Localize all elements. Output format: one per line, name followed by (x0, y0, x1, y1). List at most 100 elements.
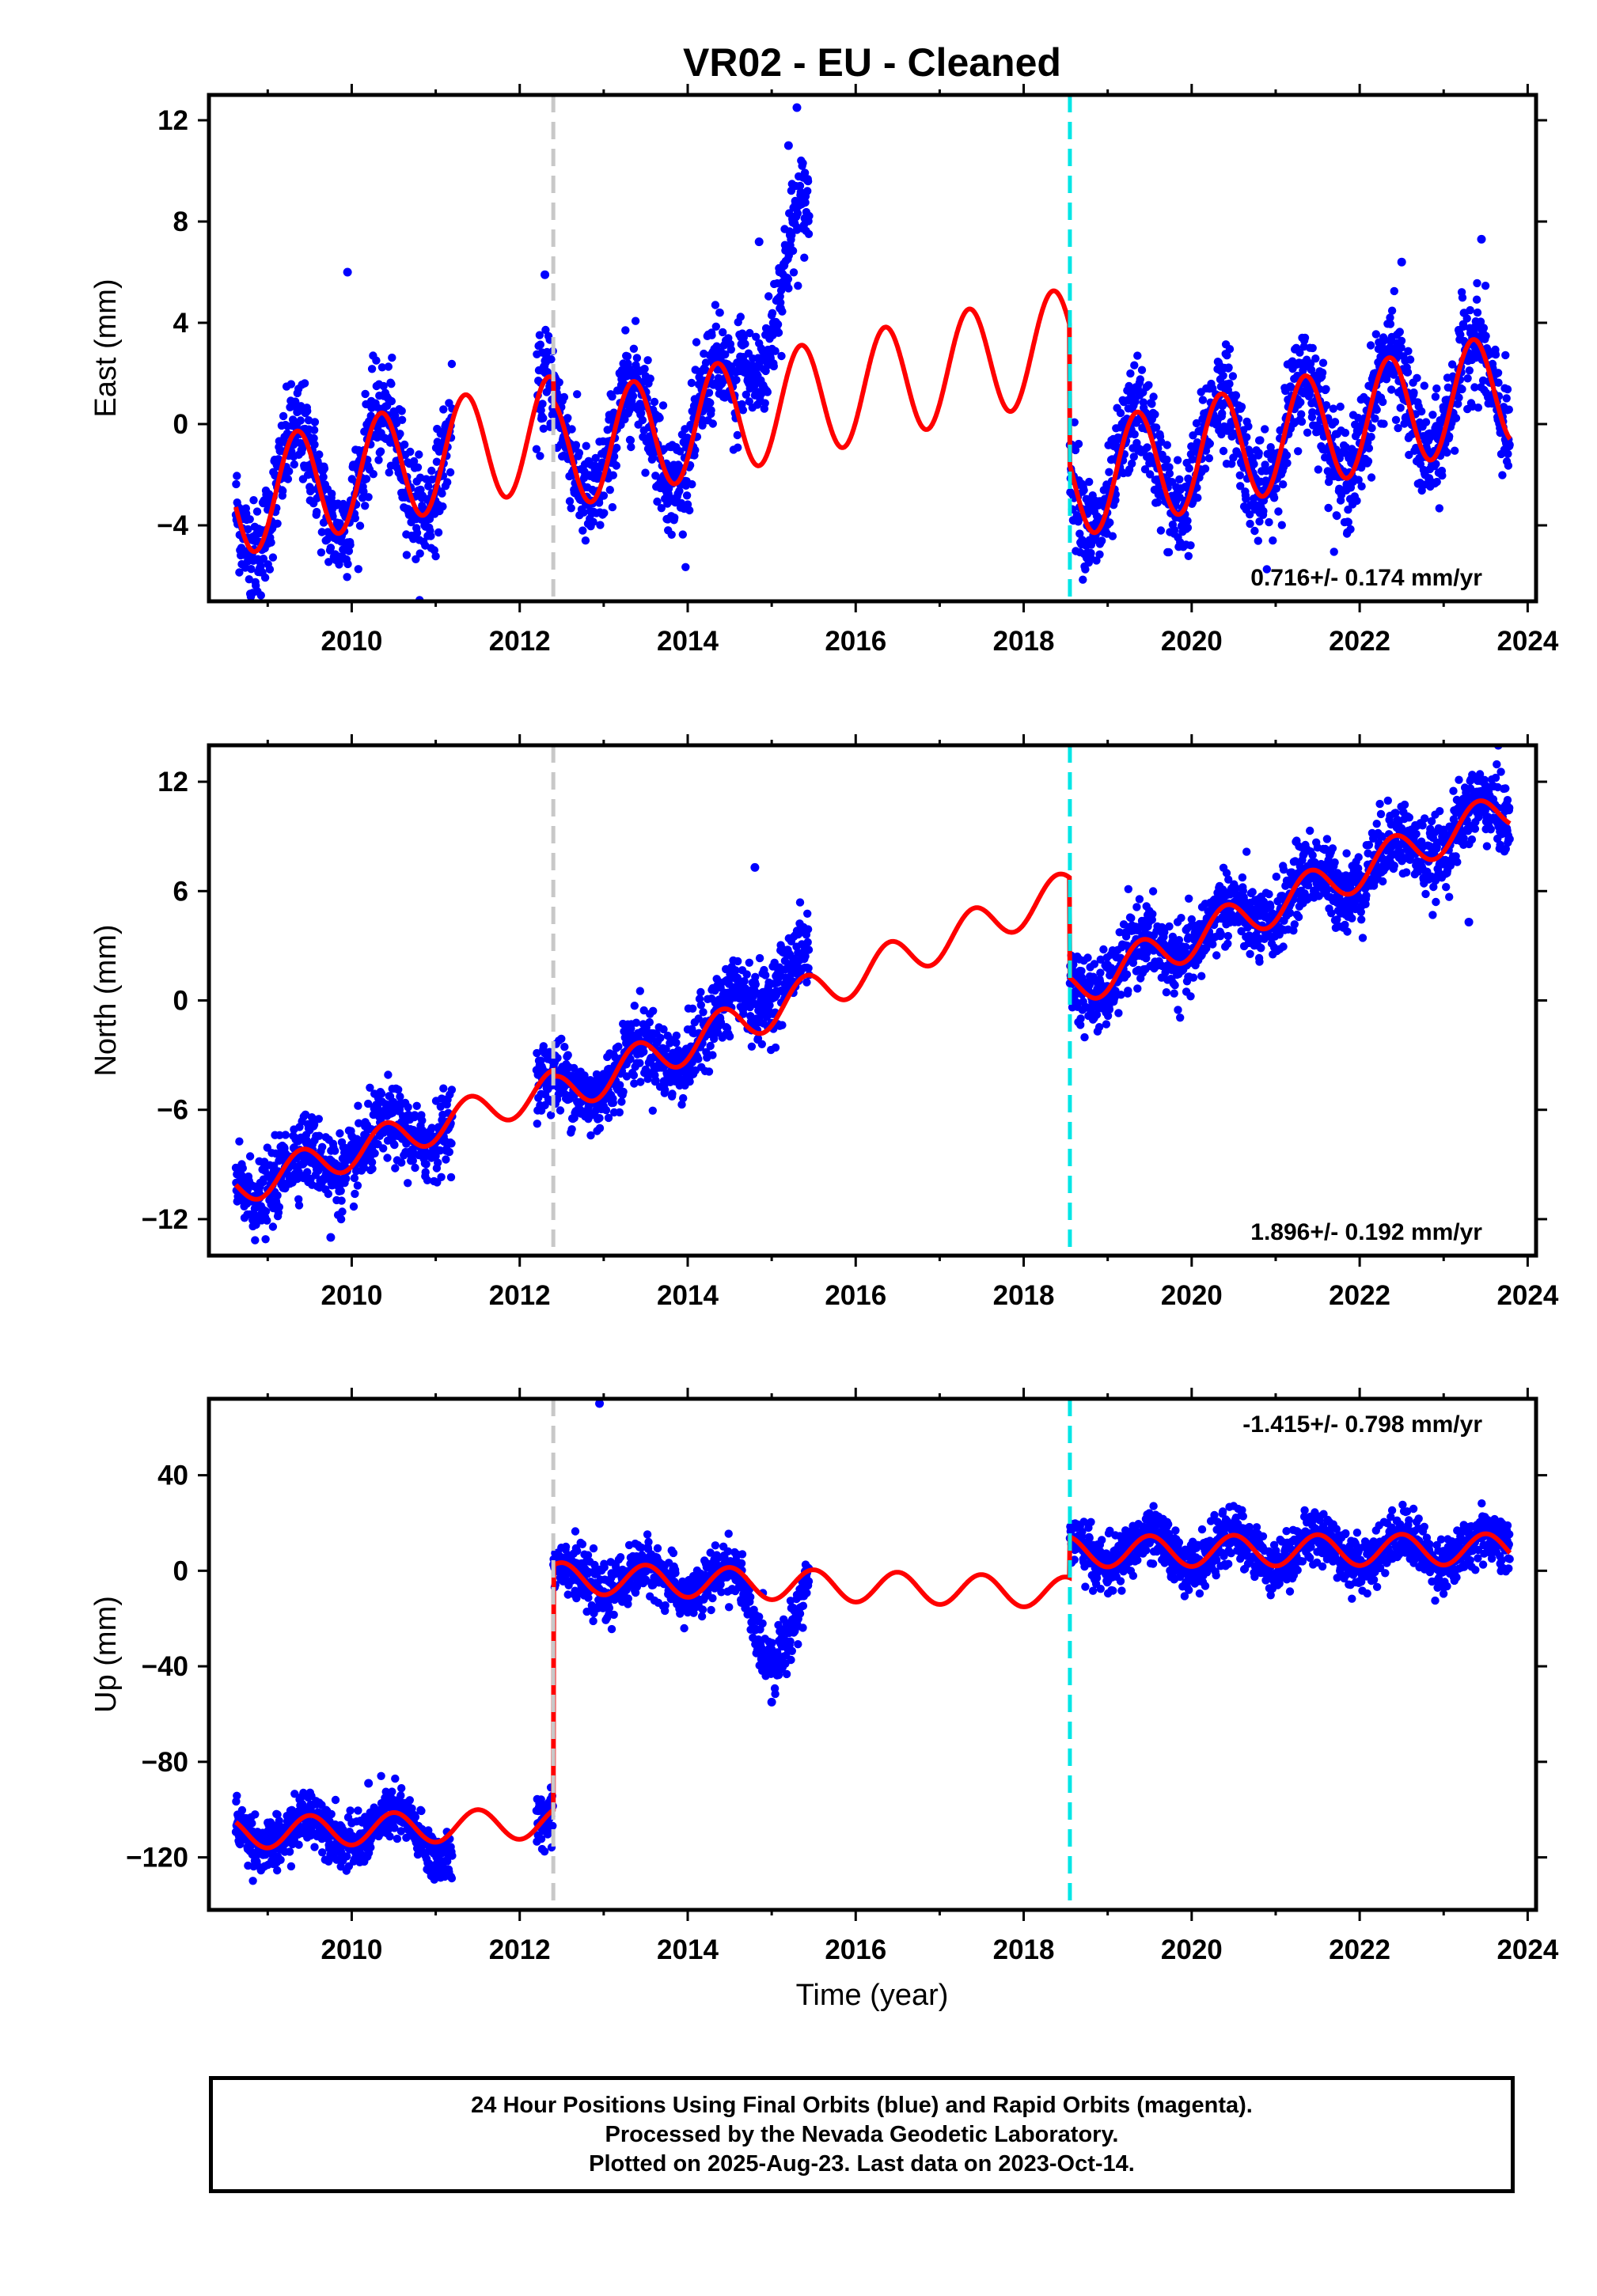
data-point (439, 405, 448, 414)
data-point (1386, 320, 1395, 328)
data-point (1505, 441, 1514, 449)
data-point (446, 468, 455, 477)
data-point (802, 978, 811, 987)
data-point (751, 980, 760, 989)
data-point (731, 966, 740, 975)
data-point (1289, 926, 1298, 935)
panel-east: 2010 2012 2014 2016 2018 2020 2022 2024−404812E… (89, 84, 1559, 657)
data-point (547, 355, 556, 364)
data-point (1272, 872, 1281, 881)
data-point (315, 1131, 324, 1140)
data-point (788, 246, 798, 256)
data-point (1075, 529, 1084, 538)
data-point (619, 1087, 628, 1097)
data-point (721, 350, 730, 359)
data-point (1372, 405, 1381, 415)
data-point (408, 1156, 417, 1165)
data-point (421, 1168, 430, 1176)
data-point (1368, 423, 1376, 433)
data-point (1333, 511, 1341, 521)
data-point (742, 390, 750, 399)
data-point (629, 1070, 639, 1080)
data-point (688, 1004, 697, 1013)
data-point (443, 478, 452, 487)
data-point (678, 530, 687, 539)
data-point (613, 443, 621, 453)
data-point (656, 1033, 665, 1043)
data-point (595, 1114, 604, 1123)
data-point (343, 559, 352, 569)
data-point (803, 938, 812, 947)
data-point (361, 389, 370, 399)
data-point (1323, 885, 1332, 894)
data-point (1122, 970, 1132, 979)
data-point (337, 1196, 346, 1205)
data-point (1279, 942, 1288, 951)
data-point (1405, 355, 1415, 364)
data-point (1265, 517, 1273, 527)
data-point (338, 1207, 347, 1216)
data-point (391, 1164, 400, 1173)
data-point (1244, 422, 1253, 431)
data-point (1242, 494, 1250, 503)
data-point (1297, 410, 1306, 419)
data-point (324, 1189, 332, 1199)
data-point (281, 1131, 290, 1139)
data-point (447, 1085, 457, 1094)
data-point (336, 1214, 346, 1224)
data-point (367, 365, 377, 373)
data-point (1343, 927, 1352, 936)
data-point (1225, 345, 1235, 354)
data-point (563, 414, 572, 422)
data-point (290, 460, 298, 469)
data-point (294, 1201, 304, 1210)
data-point (1322, 385, 1330, 393)
data-point (708, 1051, 717, 1059)
data-point (1212, 951, 1221, 960)
data-point (1116, 408, 1125, 418)
data-point (1137, 366, 1147, 374)
outlier-point (1477, 234, 1486, 244)
data-point (1160, 928, 1169, 937)
data-point (1390, 286, 1399, 296)
data-point (1239, 886, 1248, 896)
data-point (1432, 477, 1441, 487)
data-point (1076, 1021, 1085, 1029)
data-point (1087, 548, 1095, 558)
data-point (1379, 397, 1387, 407)
data-point (771, 347, 780, 355)
data-point (672, 1031, 681, 1040)
data-point (609, 1098, 617, 1108)
data-point (1322, 401, 1331, 410)
data-point (1132, 903, 1141, 911)
data-point (402, 551, 412, 559)
data-point (315, 450, 324, 459)
data-point (1187, 915, 1197, 924)
data-point (1470, 383, 1479, 392)
data-point (1362, 891, 1371, 900)
data-point (275, 1131, 284, 1140)
data-point (567, 425, 576, 434)
data-point (732, 376, 741, 385)
data-point (539, 1042, 548, 1051)
data-point (615, 1108, 624, 1117)
data-point (1344, 517, 1353, 527)
x-tick-label: 2024 (1496, 626, 1558, 657)
data-point (1223, 931, 1233, 941)
data-point (645, 1017, 654, 1027)
data-point (711, 322, 720, 331)
data-point (1246, 510, 1254, 519)
data-point (621, 326, 630, 335)
data-point (1484, 392, 1493, 402)
data-point (783, 275, 793, 283)
data-point (1294, 912, 1303, 922)
data-point (595, 1123, 605, 1133)
data-point (396, 1092, 404, 1101)
data-point (1255, 957, 1264, 966)
data-point (1462, 314, 1471, 323)
data-point (795, 181, 805, 191)
data-point (265, 565, 275, 574)
data-point (579, 508, 588, 517)
data-point (415, 549, 424, 558)
data-point (317, 528, 326, 536)
